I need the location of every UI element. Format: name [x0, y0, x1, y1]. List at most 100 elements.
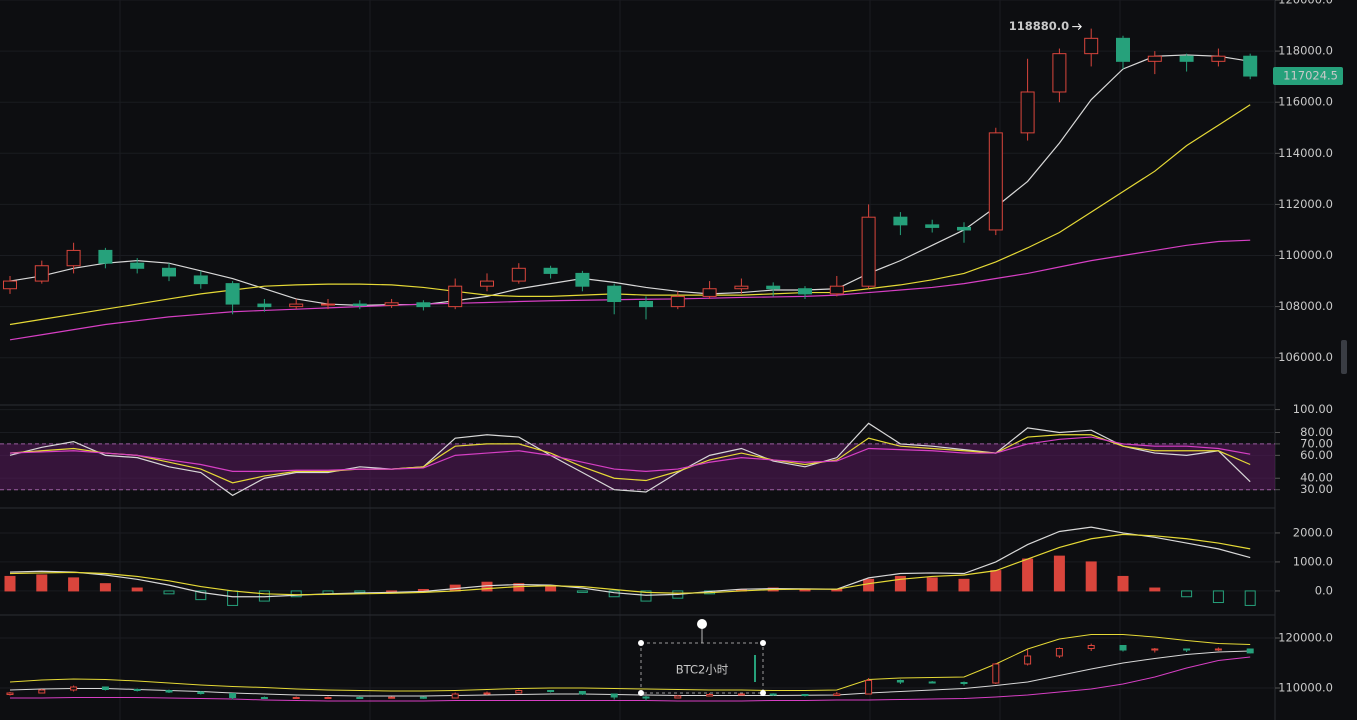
macd-bar — [4, 575, 16, 592]
y-tick-label: 100.00 — [1293, 402, 1333, 416]
annotation-text: BTC2小时 — [676, 663, 729, 677]
candle-body — [1052, 53, 1067, 93]
candle-body — [193, 275, 208, 285]
candle-body — [1211, 55, 1226, 62]
candle-body — [1116, 37, 1130, 62]
candle-body — [388, 696, 396, 699]
candle-body — [1020, 91, 1035, 134]
macd-bar — [863, 578, 875, 592]
macd-bar — [1244, 590, 1256, 606]
candle-body — [34, 265, 49, 282]
candle-body — [960, 682, 968, 684]
vertical-grid — [119, 0, 1121, 720]
macd-bar — [290, 590, 302, 598]
candle-body — [384, 302, 399, 306]
candle-body — [670, 295, 685, 308]
last-price-tag — [1273, 67, 1343, 86]
macd-bar — [227, 590, 239, 606]
macd-bar — [195, 590, 207, 601]
candle-body — [861, 216, 876, 287]
macd-bar — [1022, 558, 1034, 592]
macd-bar — [1181, 590, 1193, 598]
macd-bar — [131, 587, 143, 592]
candle-body — [865, 680, 873, 695]
annotation-box[interactable]: BTC2小时 — [638, 619, 766, 696]
candle-body — [70, 686, 78, 691]
annotation-handle[interactable] — [638, 640, 644, 646]
macd-bar — [640, 590, 652, 602]
candle-body — [511, 267, 526, 282]
y-tick-label: 120000.0 — [1278, 631, 1333, 645]
candle-body — [957, 226, 971, 231]
candle-body — [165, 690, 173, 693]
y-tick-label: 30.00 — [1300, 482, 1333, 496]
indicator-line — [9, 422, 1251, 497]
candle-body — [101, 686, 109, 690]
macd-bar — [36, 574, 48, 592]
indicator-line — [9, 533, 1251, 596]
y-tick-label: 0.0 — [1315, 583, 1333, 597]
y-tick-label: 110000.0 — [1278, 681, 1333, 695]
candle-body — [1119, 645, 1127, 651]
candle-body — [639, 301, 653, 308]
macd-bar — [958, 578, 970, 592]
y-tick-label: 106000.0 — [1278, 350, 1333, 364]
candle-body — [1246, 648, 1254, 654]
macd-bar — [990, 570, 1002, 592]
y-tick-label: 1000.0 — [1293, 554, 1333, 568]
candle-body — [575, 272, 590, 287]
candle-body — [225, 283, 240, 305]
annotation-handle[interactable] — [760, 690, 766, 696]
candle-body — [292, 697, 300, 699]
candle-body — [419, 696, 427, 699]
annotation-handle[interactable] — [638, 690, 644, 696]
candle-body — [766, 285, 781, 290]
annotation-handle[interactable] — [697, 619, 707, 629]
macd-bar — [576, 590, 588, 593]
candle-body — [801, 694, 809, 696]
macd-bar — [1117, 575, 1129, 592]
candle-body — [229, 693, 237, 698]
candle-body — [1151, 648, 1159, 651]
candle-body — [1087, 645, 1095, 649]
macd-bar — [1053, 555, 1065, 592]
y-tick-label: 40.00 — [1300, 471, 1333, 485]
macd-bar — [163, 590, 175, 595]
candle-body — [769, 693, 777, 696]
macd-bar — [68, 577, 80, 592]
indicator-line — [9, 104, 1251, 326]
candle-body — [992, 663, 1000, 684]
candle-body — [543, 267, 558, 274]
candle-body — [706, 694, 714, 697]
macd-bar — [894, 575, 906, 592]
candle-body — [578, 691, 586, 695]
candle-body — [642, 696, 650, 699]
candle-body — [1147, 55, 1162, 62]
y-tick-label: 112000.0 — [1278, 197, 1333, 211]
last-price-label: 117024.5 — [1283, 69, 1338, 83]
candle-body — [833, 693, 841, 696]
y-tick-label: 108000.0 — [1278, 299, 1333, 313]
y-tick-label: 120000.0 — [1278, 0, 1333, 7]
candle-body — [1179, 55, 1194, 62]
candle-body — [257, 303, 272, 308]
candle-body — [1183, 648, 1191, 651]
candle-body — [925, 224, 940, 228]
scroll-handle[interactable] — [1341, 340, 1347, 374]
macd-bar — [386, 590, 398, 592]
macd-bar — [1212, 590, 1224, 604]
macd-bar — [1149, 587, 1161, 592]
y-tick-label: 70.00 — [1300, 436, 1333, 450]
candle-body — [798, 288, 812, 295]
annotation-handle[interactable] — [760, 640, 766, 646]
candle-body — [130, 262, 145, 269]
candle-body — [98, 249, 113, 264]
candle-body — [162, 267, 176, 277]
candle-body — [1084, 37, 1099, 55]
candle-body — [829, 285, 844, 295]
candle-body — [197, 691, 205, 694]
indicator-line — [9, 54, 1251, 306]
y-tick-label: 2000.0 — [1293, 525, 1333, 539]
